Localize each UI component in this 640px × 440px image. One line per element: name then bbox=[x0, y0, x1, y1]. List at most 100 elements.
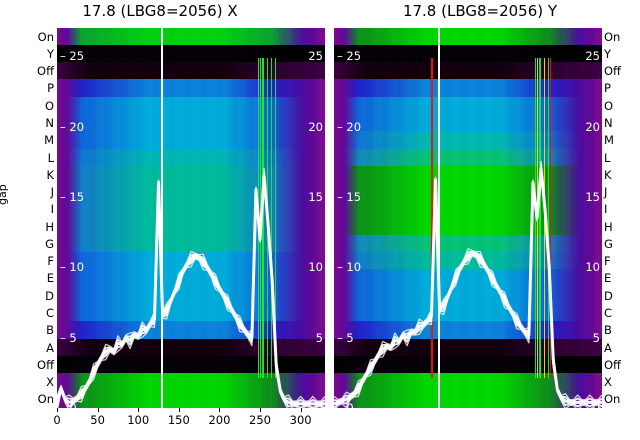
y-tick-label: 25 bbox=[585, 49, 600, 64]
category-label-right: Off bbox=[604, 64, 621, 79]
spike-marker bbox=[550, 58, 552, 378]
category-label-right: On bbox=[604, 29, 621, 44]
y-tick-label: 25 bbox=[308, 49, 323, 64]
x-tick-label: 300 bbox=[289, 413, 312, 427]
spike-marker bbox=[539, 58, 541, 378]
category-label-left: B bbox=[46, 323, 54, 338]
category-label-right: I bbox=[604, 202, 608, 217]
heatmap-column bbox=[452, 28, 461, 408]
heatmap-x[interactable]: – 25 25 – 20 20 – 15 15 – 10 10 – 5 5 – 0 0 bbox=[57, 28, 325, 408]
category-labels-left: On Y Off P O N M L K J I H G F E D C B A Off X On bbox=[8, 28, 54, 408]
category-label-right: K bbox=[604, 167, 612, 182]
heatmap-column bbox=[206, 28, 215, 408]
category-label-right: M bbox=[604, 133, 614, 148]
category-label-right: D bbox=[604, 288, 613, 303]
heatmap-column bbox=[341, 28, 350, 408]
category-label-right: G bbox=[604, 236, 613, 251]
heatmap-column bbox=[175, 28, 184, 408]
heatmap-column bbox=[357, 28, 366, 408]
category-label-left: P bbox=[47, 81, 54, 96]
category-label-left: K bbox=[46, 167, 54, 182]
spike-marker bbox=[257, 58, 259, 378]
x-axis-x: 0 50 100 150 200 250 300 bbox=[53, 408, 325, 440]
category-label-left: F bbox=[47, 254, 54, 269]
heatmap-column bbox=[64, 28, 73, 408]
heatmap-column bbox=[96, 28, 105, 408]
category-label-right: L bbox=[604, 150, 611, 165]
heatmap-column bbox=[499, 28, 508, 408]
y-tick-label: 15 bbox=[308, 189, 323, 204]
heatmap-column bbox=[285, 28, 294, 408]
heatmap-column bbox=[562, 28, 571, 408]
spike-marker bbox=[260, 58, 262, 378]
panel-x-title: 17.8 (LBG8=2056) X bbox=[82, 2, 238, 20]
category-label-left: On bbox=[37, 29, 54, 44]
heatmap-column bbox=[515, 28, 524, 408]
category-label-left: X bbox=[46, 375, 54, 390]
heatmap-column bbox=[301, 28, 310, 408]
y-tick-label: 15 bbox=[585, 189, 600, 204]
y-tick-label: – 0 bbox=[337, 401, 354, 408]
y-tick-label: 20 bbox=[308, 119, 323, 134]
spike-marker bbox=[266, 58, 268, 378]
spike-marker bbox=[431, 58, 433, 378]
y-tick-label: – 5 bbox=[337, 330, 354, 345]
x-tick-label: 0 bbox=[53, 413, 61, 427]
x-tick-mark bbox=[219, 408, 221, 412]
heatmap-column bbox=[80, 28, 89, 408]
category-label-left: N bbox=[45, 116, 54, 130]
y-tick-label: 0 bbox=[315, 401, 323, 408]
spike-marker bbox=[274, 58, 277, 378]
x-tick-label: 200 bbox=[208, 413, 231, 427]
y-tick-label: 0 bbox=[592, 401, 600, 408]
y-tick-label: 10 bbox=[308, 260, 323, 275]
x-tick-mark bbox=[138, 408, 140, 412]
spike-marker bbox=[543, 58, 545, 378]
category-label-left: D bbox=[45, 288, 54, 303]
x-tick-mark bbox=[57, 408, 58, 412]
category-label-left: C bbox=[45, 306, 54, 320]
heatmap-column bbox=[389, 28, 398, 408]
spike-marker bbox=[547, 58, 549, 378]
category-label-right: Off bbox=[604, 357, 621, 372]
category-label-right: F bbox=[604, 254, 611, 269]
y-tick-label: – 25 bbox=[337, 49, 362, 64]
x-tick-label: 250 bbox=[249, 413, 271, 427]
heatmap-column bbox=[483, 28, 492, 408]
heatmap-y[interactable]: – 25 25 – 20 20 – 15 15 – 10 10 – 5 5 – 0 0 bbox=[334, 28, 602, 408]
y-tick-label: – 5 bbox=[60, 330, 77, 345]
spike-marker bbox=[537, 58, 539, 378]
heatmap-column bbox=[238, 28, 247, 408]
spike-marker bbox=[534, 58, 536, 378]
category-label-left: O bbox=[44, 98, 54, 113]
category-label-right: E bbox=[604, 271, 612, 286]
y-tick-label: 10 bbox=[585, 260, 600, 275]
y-tick-label: 20 bbox=[585, 119, 600, 134]
y-tick-label: – 20 bbox=[60, 119, 85, 134]
spike-marker bbox=[160, 28, 163, 408]
category-label-right: N bbox=[604, 116, 613, 130]
category-label-right: C bbox=[604, 306, 613, 320]
y-tick-label: – 20 bbox=[337, 119, 362, 134]
category-label-right: On bbox=[604, 392, 621, 407]
heatmap-column bbox=[222, 28, 231, 408]
y-tick-label: 5 bbox=[592, 330, 600, 345]
category-label-left: G bbox=[45, 236, 54, 251]
category-label-right: Y bbox=[604, 46, 612, 61]
category-label-left: I bbox=[50, 202, 54, 217]
heatmap-column bbox=[373, 28, 382, 408]
category-label-right: A bbox=[604, 340, 612, 355]
heatmap-column bbox=[191, 28, 199, 408]
category-label-left: Off bbox=[37, 64, 54, 79]
y-tick-label: – 0 bbox=[60, 401, 77, 408]
panel-y-title: 17.8 (LBG8=2056) Y bbox=[402, 2, 558, 20]
x-tick-label: 150 bbox=[167, 413, 190, 427]
x-tick-mark bbox=[260, 408, 262, 412]
y-tick-label: – 15 bbox=[337, 189, 362, 204]
spike-marker bbox=[437, 28, 440, 408]
spike-marker bbox=[270, 58, 272, 378]
category-label-left: Y bbox=[46, 46, 54, 61]
heatmap-x-image bbox=[57, 28, 325, 408]
category-label-right: X bbox=[604, 375, 612, 390]
